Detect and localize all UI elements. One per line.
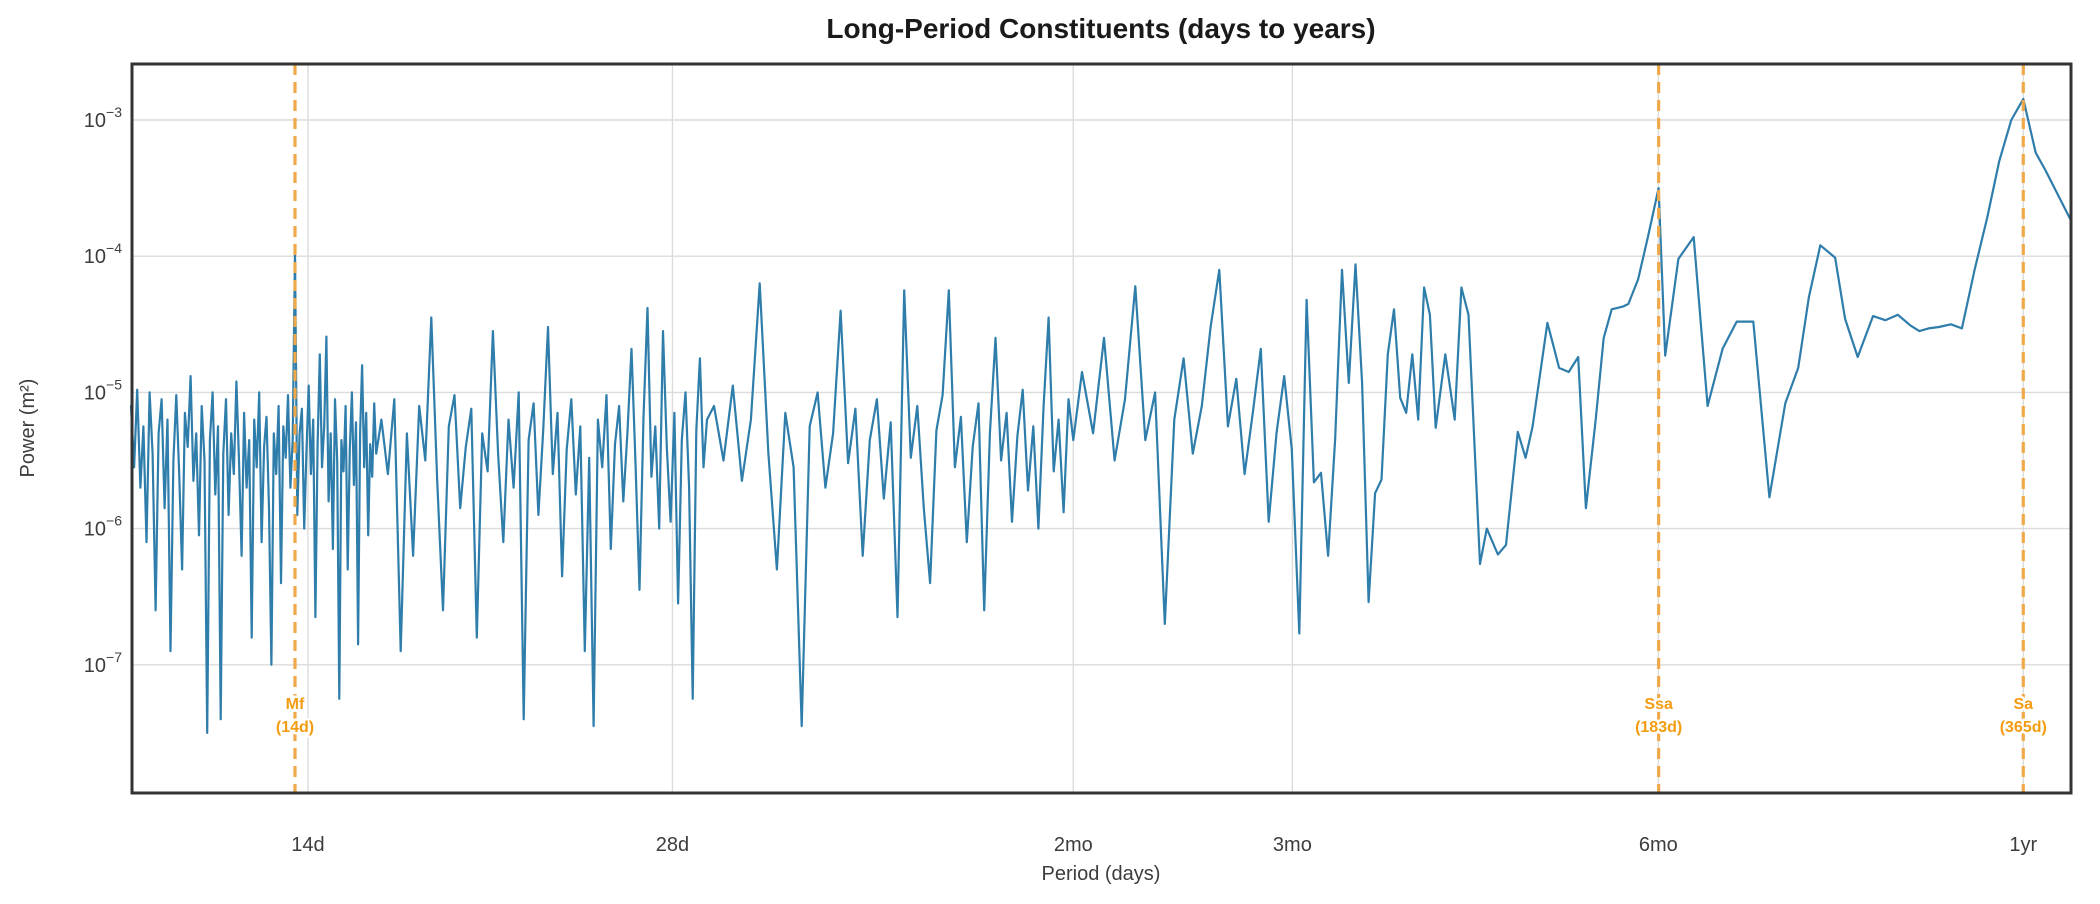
y-tick-label-1e-3: 10−3 — [84, 104, 122, 132]
series-layer — [129, 97, 2073, 735]
constituent-label-Mf: Mf — [286, 696, 305, 713]
x-tick-label-2mo: 2mo — [1054, 834, 1093, 856]
chart-title: Long-Period Constituents (days to years) — [826, 13, 1375, 44]
axes-spines-layer — [130, 62, 2073, 795]
x-tick-label-6mo: 6mo — [1639, 834, 1678, 856]
x-tick-label-3mo: 3mo — [1273, 834, 1312, 856]
constituent-label-Ssa: Ssa — [1644, 696, 1673, 713]
x-axis-label: Period (days) — [1042, 863, 1161, 885]
constituent-sublabel-Sa: (365d) — [2000, 719, 2047, 736]
constituent-sublabel-Mf: (14d) — [276, 719, 314, 736]
x-tick-label-28d: 28d — [656, 834, 689, 856]
annotations-layer: Mf (14d) Ssa (183d) Sa (365d) — [273, 694, 2049, 739]
y-tick-label-1e-6: 10−6 — [84, 513, 122, 541]
constituent-vlines-layer — [293, 64, 2025, 793]
plot-border — [130, 62, 2073, 795]
tick-labels-layer: 14d 28d 2mo 3mo 6mo 1yr 10−3 10−4 10−5 10−6 10−7 — [84, 104, 2038, 856]
y-axis-label: Power (m²) — [17, 379, 39, 478]
constituent-label-Sa: Sa — [2013, 696, 2033, 713]
constituent-sublabel-Ssa: (183d) — [1635, 719, 1682, 736]
spectrum-line — [129, 97, 2073, 735]
x-tick-label-1yr: 1yr — [2009, 834, 2037, 856]
x-tick-label-14d: 14d — [291, 834, 324, 856]
y-tick-label-1e-7: 10−7 — [84, 649, 122, 677]
y-tick-label-1e-5: 10−5 — [84, 376, 122, 404]
y-tick-label-1e-4: 10−4 — [84, 240, 122, 268]
